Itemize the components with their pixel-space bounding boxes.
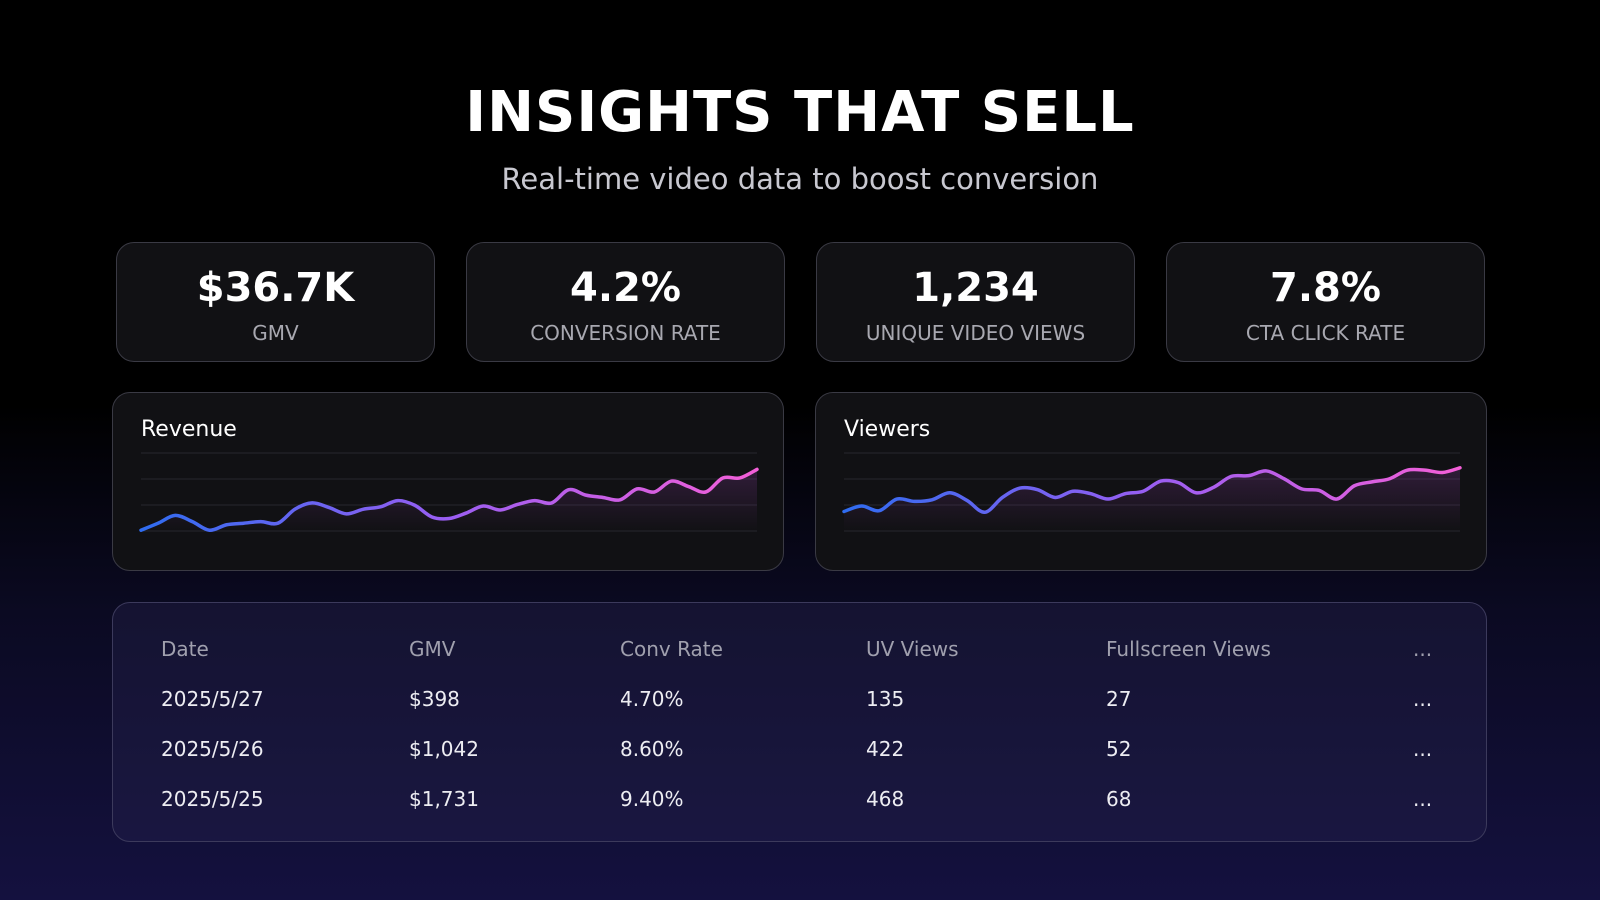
column-header: Fullscreen Views	[1106, 637, 1271, 661]
table-cell: 135	[866, 687, 905, 711]
kpi-label: GMV	[252, 321, 299, 345]
column-header: GMV	[409, 637, 456, 661]
chart-title: Revenue	[141, 417, 237, 442]
title: INSIGHTS THAT SELL	[465, 80, 1135, 145]
line	[842, 466, 1462, 515]
table-cell: 9.40%	[620, 787, 684, 811]
column-header: UV Views	[866, 637, 959, 661]
chart-title: Viewers	[844, 417, 931, 442]
chart-card: Viewers	[815, 392, 1487, 571]
kpi-value: 4.2%	[570, 265, 681, 311]
table-cell: 8.60%	[620, 737, 684, 761]
table-cell: 468	[866, 787, 905, 811]
table-cell: ...	[1413, 787, 1433, 811]
table-cell: 2025/5/25	[161, 787, 264, 811]
table-cell: $1,731	[409, 787, 479, 811]
chart	[842, 452, 1462, 532]
table-cell: ...	[1413, 687, 1433, 711]
table-cell: $398	[409, 687, 460, 711]
table-cell: $1,042	[409, 737, 479, 761]
line	[139, 467, 759, 532]
subtitle: Real-time video data to boost conversion	[501, 162, 1099, 196]
kpi-card: 7.8% CTA CLICK RATE	[1166, 242, 1485, 362]
column-header: Conv Rate	[620, 637, 723, 661]
area	[141, 469, 757, 531]
column-header: ...	[1413, 637, 1433, 661]
kpi-label: CTA CLICK RATE	[1245, 321, 1406, 345]
table-cell: 2025/5/27	[161, 687, 264, 711]
table-cell: 422	[866, 737, 905, 761]
kpi-label: CONVERSION RATE	[530, 321, 721, 345]
table-cell: 4.70%	[620, 687, 684, 711]
kpi-card: 1,234 UNIQUE VIDEO VIEWS	[816, 242, 1135, 362]
table-cell: 52	[1106, 737, 1132, 761]
data-table: Date GMV Conv Rate UV Views Fullscreen Views…	[112, 602, 1487, 842]
chart-card: Revenue	[112, 392, 784, 571]
kpi-card: 4.2% CONVERSION RATE	[466, 242, 785, 362]
kpi-value: 1,234	[912, 265, 1039, 311]
chart	[139, 452, 759, 532]
table-cell: 68	[1106, 787, 1132, 811]
table-cell: ...	[1413, 737, 1433, 761]
table-cell: 2025/5/26	[161, 737, 264, 761]
kpi-value: 7.8%	[1270, 265, 1381, 311]
kpi-card: $36.7K GMV	[116, 242, 435, 362]
table-cell: 27	[1106, 687, 1132, 711]
kpi-value: $36.7K	[196, 265, 355, 311]
column-header: Date	[161, 637, 209, 661]
area	[844, 467, 1460, 531]
kpi-label: UNIQUE VIDEO VIEWS	[865, 321, 1086, 345]
